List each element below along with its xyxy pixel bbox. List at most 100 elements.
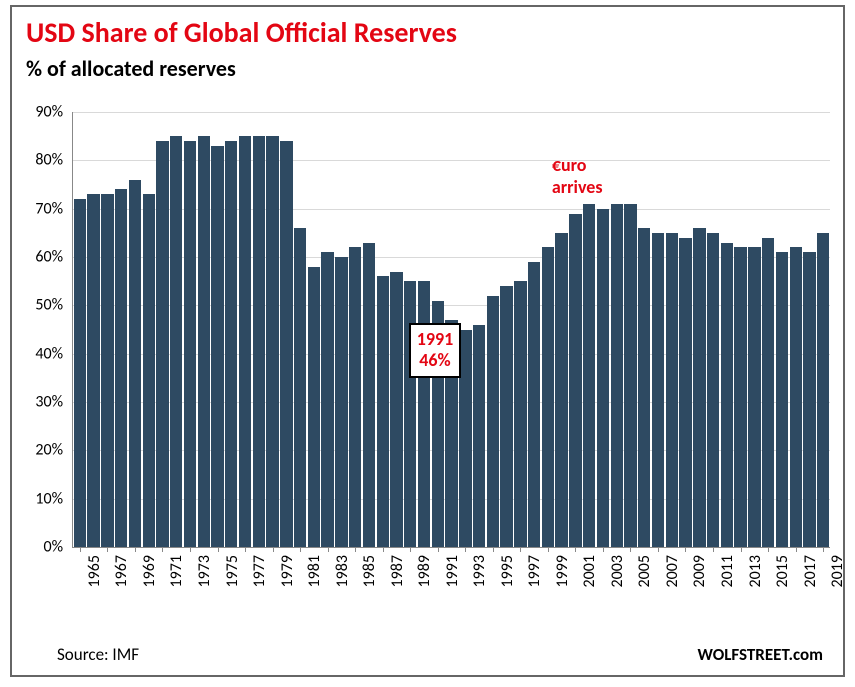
bar-slot <box>789 112 803 547</box>
bar <box>817 233 829 547</box>
x-axis-label: 1969 <box>140 555 159 587</box>
bar-slot <box>679 112 693 547</box>
bar-slot <box>252 112 266 547</box>
bar-slot <box>514 112 528 547</box>
bar <box>542 247 554 547</box>
bar <box>390 272 402 548</box>
x-axis-label: 2005 <box>635 555 654 587</box>
bar <box>638 228 650 547</box>
bar <box>583 204 595 547</box>
bar-slot <box>362 112 376 547</box>
x-tick <box>465 547 466 552</box>
y-axis-label: 70% <box>13 199 63 218</box>
bar <box>514 281 526 547</box>
x-tick <box>300 547 301 552</box>
annotation-euro: €uroarrives <box>552 155 603 198</box>
x-axis-label: 1975 <box>223 555 242 587</box>
x-axis-label: 2001 <box>580 555 599 587</box>
chart-frame: USD Share of Global Official Reserves % … <box>10 5 845 677</box>
x-axis-label: 2007 <box>663 555 682 587</box>
x-axis-label: 1995 <box>498 555 517 587</box>
bar-slot <box>183 112 197 547</box>
bar-slot <box>335 112 349 547</box>
bar-slot <box>775 112 789 547</box>
bar <box>363 243 375 548</box>
bar <box>528 262 540 547</box>
x-tick <box>410 547 411 552</box>
x-axis-label: 1967 <box>112 555 131 587</box>
bar <box>734 247 746 547</box>
bar-slot <box>197 112 211 547</box>
bar <box>101 194 113 547</box>
bar-slot <box>390 112 404 547</box>
x-tick <box>245 547 246 552</box>
x-tick <box>630 547 631 552</box>
bar <box>790 247 802 547</box>
x-tick <box>685 547 686 552</box>
bar <box>500 286 512 547</box>
chart-title: USD Share of Global Official Reserves <box>26 15 457 50</box>
bar-slot <box>651 112 665 547</box>
bar-slot <box>348 112 362 547</box>
x-tick <box>438 547 439 552</box>
x-tick <box>383 547 384 552</box>
bar-slot <box>114 112 128 547</box>
bar-slot <box>224 112 238 547</box>
annotation-lowpoint-l1: 1991 <box>417 329 454 351</box>
bar-slot <box>500 112 514 547</box>
y-axis-label: 60% <box>13 248 63 267</box>
x-tick <box>658 547 659 552</box>
x-tick <box>575 547 576 552</box>
bar <box>115 189 127 547</box>
bar <box>129 180 141 547</box>
bar <box>198 136 210 547</box>
x-axis-label: 1989 <box>415 555 434 587</box>
bar <box>418 281 430 547</box>
y-axis-label: 10% <box>13 489 63 508</box>
bar-slot <box>101 112 115 547</box>
x-tick <box>796 547 797 552</box>
footer-brand: WOLFSTREET.com <box>698 644 823 665</box>
x-axis-label: 1971 <box>167 555 186 587</box>
bar-slot <box>87 112 101 547</box>
bar-slot <box>692 112 706 547</box>
x-tick <box>520 547 521 552</box>
bar-slot <box>665 112 679 547</box>
bar-slot <box>720 112 734 547</box>
x-axis-label: 2017 <box>801 555 820 587</box>
y-axis-label: 20% <box>13 441 63 460</box>
y-axis-label: 30% <box>13 393 63 412</box>
bar <box>211 146 223 547</box>
bar <box>294 228 306 547</box>
bar <box>693 228 705 547</box>
x-tick <box>603 547 604 552</box>
y-axis-label: 80% <box>13 151 63 170</box>
bar <box>349 247 361 547</box>
x-tick <box>741 547 742 552</box>
bar <box>679 238 691 547</box>
bar <box>611 204 623 547</box>
bar <box>74 199 86 547</box>
bar-slot <box>169 112 183 547</box>
bar-slot <box>624 112 638 547</box>
bar <box>597 209 609 547</box>
x-axis-label: 2003 <box>608 555 627 587</box>
bar <box>555 233 567 547</box>
x-tick <box>493 547 494 552</box>
bar <box>377 276 389 547</box>
bar <box>156 141 168 547</box>
bar <box>225 141 237 547</box>
x-tick <box>107 547 108 552</box>
bar-slot <box>486 112 500 547</box>
bar <box>184 141 196 547</box>
x-tick <box>162 547 163 552</box>
bar-slot <box>706 112 720 547</box>
bar <box>239 136 251 547</box>
x-tick <box>135 547 136 552</box>
x-tick <box>273 547 274 552</box>
x-axis-label: 1999 <box>553 555 572 587</box>
y-axis-label: 90% <box>13 103 63 122</box>
bar <box>721 243 733 548</box>
bar-slot <box>307 112 321 547</box>
bar-slot <box>321 112 335 547</box>
